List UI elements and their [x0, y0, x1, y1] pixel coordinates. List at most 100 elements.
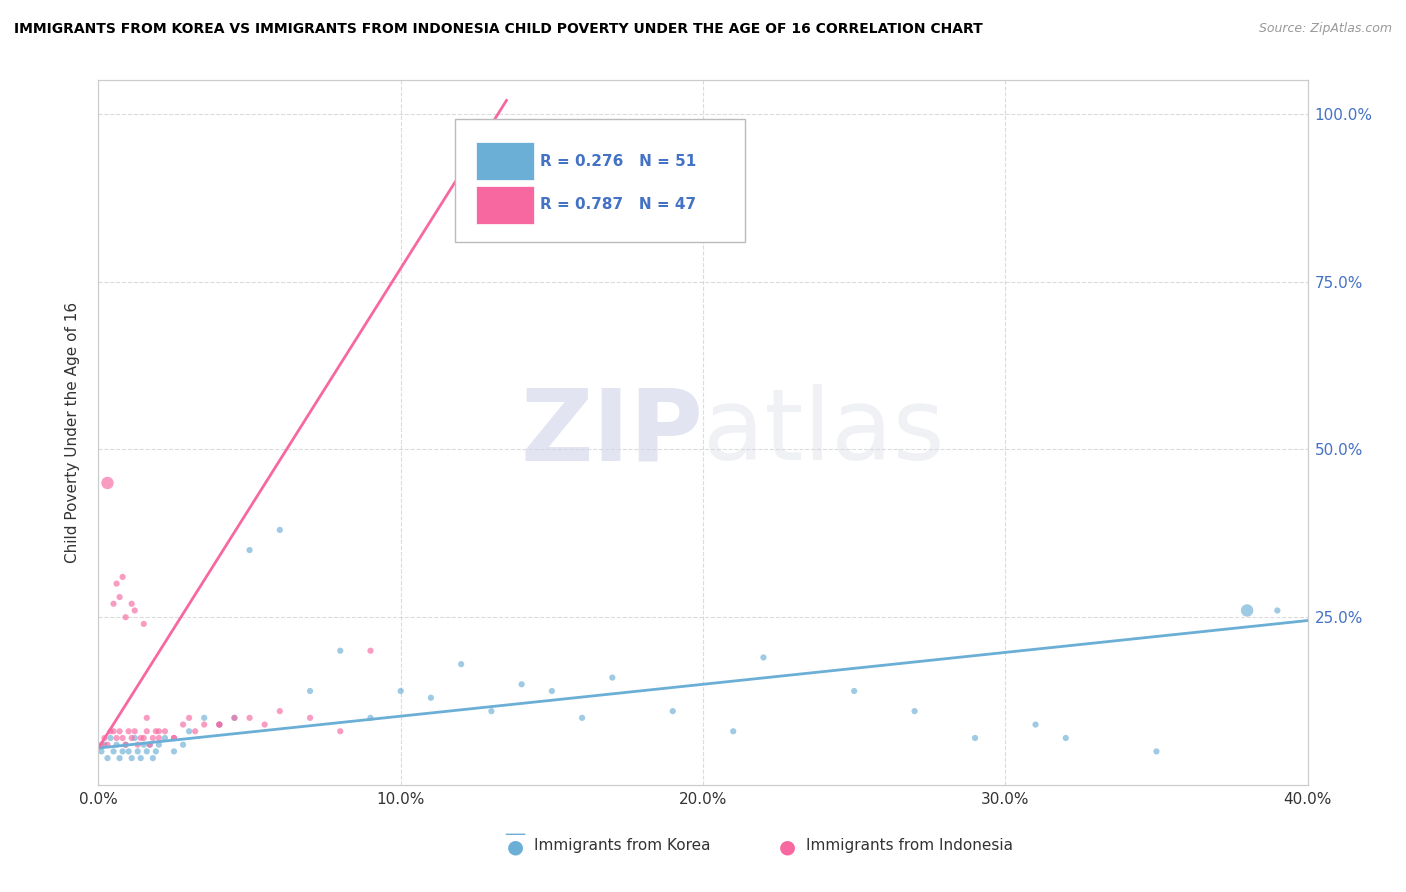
Point: [139, 738, 162, 752]
Point: [904, 704, 927, 718]
Point: [108, 590, 131, 604]
Point: [148, 731, 170, 745]
Point: [184, 724, 207, 739]
Point: [135, 744, 157, 758]
Point: [132, 738, 155, 752]
Point: [844, 684, 866, 698]
Point: [481, 704, 503, 718]
Point: [145, 744, 167, 758]
Point: [329, 644, 352, 658]
Point: [100, 724, 122, 739]
FancyBboxPatch shape: [456, 119, 745, 243]
Point: [253, 717, 276, 731]
Point: [127, 738, 149, 752]
Point: [129, 751, 152, 765]
Point: [269, 704, 291, 718]
Point: [1236, 603, 1258, 617]
Point: [389, 684, 412, 698]
Point: [135, 711, 157, 725]
Point: [96, 475, 118, 490]
Point: [299, 711, 322, 725]
Point: [108, 724, 131, 739]
Point: [148, 738, 170, 752]
Point: [224, 711, 246, 725]
Point: [100, 731, 122, 745]
Text: ●: ●: [779, 838, 796, 857]
Point: [450, 657, 472, 672]
Point: [153, 731, 176, 745]
Point: [105, 731, 128, 745]
Point: [163, 731, 186, 745]
Point: [121, 597, 143, 611]
Point: [129, 731, 152, 745]
Point: [142, 751, 165, 765]
Point: [96, 751, 118, 765]
Point: [193, 711, 215, 725]
Text: R = 0.787   N = 47: R = 0.787 N = 47: [540, 197, 696, 212]
Point: [148, 724, 170, 739]
Point: [420, 690, 443, 705]
Point: [571, 711, 593, 725]
Point: [124, 731, 146, 745]
Text: Immigrants from Indonesia: Immigrants from Indonesia: [806, 838, 1012, 853]
Text: R = 0.276   N = 51: R = 0.276 N = 51: [540, 153, 696, 169]
Point: [1024, 717, 1046, 731]
Point: [172, 738, 194, 752]
Point: [118, 724, 141, 739]
Point: [179, 711, 201, 725]
Point: [111, 744, 134, 758]
Point: [103, 724, 125, 739]
Point: [163, 731, 186, 745]
Point: [90, 738, 112, 752]
Point: [208, 717, 231, 731]
Point: [111, 731, 134, 745]
Point: [90, 744, 112, 758]
Point: [360, 711, 382, 725]
Point: [239, 543, 262, 558]
Y-axis label: Child Poverty Under the Age of 16: Child Poverty Under the Age of 16: [65, 302, 80, 563]
FancyBboxPatch shape: [475, 142, 534, 180]
Point: [602, 671, 624, 685]
Point: [965, 731, 987, 745]
FancyBboxPatch shape: [475, 186, 534, 224]
Point: [121, 751, 143, 765]
Point: [172, 717, 194, 731]
Text: ●: ●: [508, 838, 524, 857]
Text: IMMIGRANTS FROM KOREA VS IMMIGRANTS FROM INDONESIA CHILD POVERTY UNDER THE AGE O: IMMIGRANTS FROM KOREA VS IMMIGRANTS FROM…: [14, 22, 983, 37]
Point: [1267, 603, 1289, 617]
Point: [540, 684, 562, 698]
Point: [114, 738, 136, 752]
Point: [239, 711, 262, 725]
Point: [103, 597, 125, 611]
Point: [105, 738, 128, 752]
Point: [510, 677, 533, 691]
Point: [193, 717, 215, 731]
Point: [93, 738, 115, 752]
Point: [723, 724, 745, 739]
Point: [208, 717, 231, 731]
Point: [329, 724, 352, 739]
Point: [114, 738, 136, 752]
Point: [139, 738, 162, 752]
Point: [103, 744, 125, 758]
Point: [208, 717, 231, 731]
Point: [224, 711, 246, 725]
Point: [124, 724, 146, 739]
Text: ZIP: ZIP: [520, 384, 703, 481]
Point: [179, 724, 201, 739]
Point: [1054, 731, 1077, 745]
Point: [127, 744, 149, 758]
Point: [145, 724, 167, 739]
Point: [93, 731, 115, 745]
Point: [360, 644, 382, 658]
Point: [661, 704, 683, 718]
Point: [299, 684, 322, 698]
Point: [111, 570, 134, 584]
Point: [153, 724, 176, 739]
Point: [118, 744, 141, 758]
Point: [1144, 744, 1167, 758]
Point: [124, 603, 146, 617]
Text: Source: ZipAtlas.com: Source: ZipAtlas.com: [1258, 22, 1392, 36]
Text: Immigrants from Korea: Immigrants from Korea: [534, 838, 710, 853]
Point: [132, 616, 155, 631]
